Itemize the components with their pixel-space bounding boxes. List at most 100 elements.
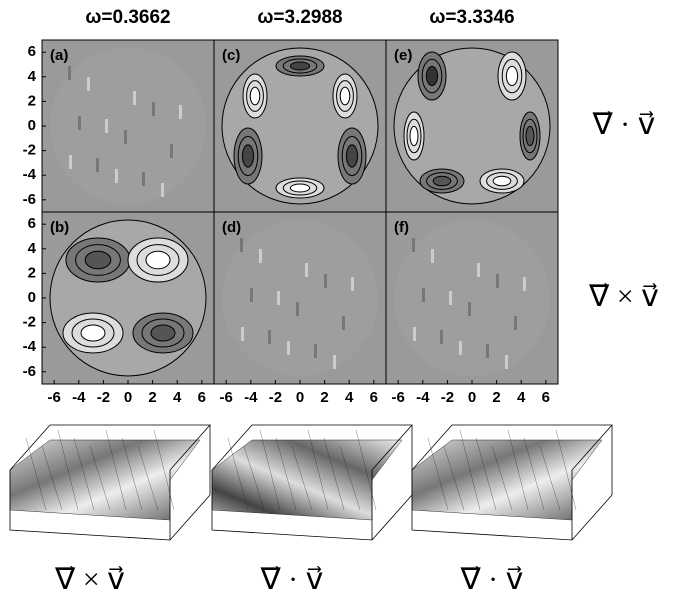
speckle [449, 291, 452, 305]
contour [426, 66, 437, 85]
speckle [496, 274, 499, 288]
speckle [170, 144, 173, 158]
y-tick-label: -2 [23, 142, 36, 159]
x-tick-label: 4 [173, 389, 182, 406]
speckle [277, 291, 280, 305]
surface-plot [412, 425, 612, 540]
speckle [505, 355, 508, 369]
x-tick-label: 6 [370, 389, 378, 406]
speckle [161, 183, 164, 197]
row-label: ∇⃗ · v⃗ [592, 108, 656, 141]
speckle [477, 263, 480, 277]
panel-label: (d) [222, 219, 241, 236]
row-label: ∇⃗ × v⃗ [588, 280, 659, 313]
speckle [69, 155, 72, 169]
box-edge [372, 495, 412, 540]
speckle [342, 316, 345, 330]
speckle [68, 66, 71, 80]
x-tick-label: -2 [441, 389, 454, 406]
y-tick-label: 2 [28, 264, 36, 281]
speckle [296, 302, 299, 316]
speckle [431, 249, 434, 263]
disk [394, 220, 550, 376]
y-tick-label: 2 [28, 92, 36, 109]
x-tick-label: 2 [320, 389, 328, 406]
surface [412, 440, 602, 520]
speckle [514, 316, 517, 330]
speckle [413, 327, 416, 341]
x-tick-label: 6 [198, 389, 206, 406]
figure: ω=0.3662ω=3.2988ω=3.3346(a)(b)(c)(d)(e)(… [0, 0, 689, 603]
contour [526, 126, 534, 145]
speckle [351, 277, 354, 291]
speckle [133, 91, 136, 105]
x-tick-label: -6 [48, 389, 61, 406]
panel-label: (b) [50, 219, 69, 236]
speckle [78, 116, 81, 130]
speckle [440, 330, 443, 344]
y-tick-label: 6 [28, 43, 36, 60]
x-tick-label: -2 [269, 389, 282, 406]
contour [290, 184, 309, 192]
speckle [422, 288, 425, 302]
y-tick-label: -4 [23, 166, 37, 183]
x-tick-label: -2 [97, 389, 110, 406]
contour [506, 66, 517, 85]
speckle [250, 288, 253, 302]
speckle [115, 169, 118, 183]
contour [242, 145, 253, 167]
y-tick-label: 6 [28, 215, 36, 232]
surface-plot [10, 425, 210, 540]
column-title: ω=3.3346 [429, 7, 514, 28]
surface-label: ∇⃗ × v⃗ [54, 563, 125, 596]
x-tick-label: -4 [72, 389, 86, 406]
x-tick-label: 0 [468, 389, 476, 406]
y-tick-label: -4 [23, 338, 37, 355]
contour [493, 176, 511, 186]
surface-plot [212, 425, 412, 540]
speckle [268, 330, 271, 344]
column-title: ω=3.2988 [257, 7, 342, 28]
x-tick-label: -4 [244, 389, 258, 406]
x-tick-label: -6 [220, 389, 233, 406]
speckle [259, 249, 262, 263]
speckle [412, 238, 415, 252]
x-tick-label: -4 [416, 389, 430, 406]
speckle [152, 102, 155, 116]
surface-label: ∇⃗ · v⃗ [460, 563, 524, 596]
x-tick-label: 6 [542, 389, 550, 406]
speckle [305, 263, 308, 277]
speckle [240, 238, 243, 252]
panel-label: (c) [222, 47, 240, 64]
speckle [287, 341, 290, 355]
y-tick-label: -6 [23, 191, 36, 208]
contour [85, 251, 111, 269]
speckle [179, 105, 182, 119]
speckle [241, 327, 244, 341]
speckle [468, 302, 471, 316]
speckle [523, 277, 526, 291]
panel-label: (f) [394, 219, 409, 236]
y-tick-label: 4 [28, 68, 37, 85]
speckle [314, 344, 317, 358]
contour [340, 87, 350, 105]
x-tick-label: 2 [148, 389, 156, 406]
y-tick-label: 0 [28, 117, 36, 134]
speckle [324, 274, 327, 288]
speckle [142, 172, 145, 186]
box-edge [170, 495, 210, 540]
y-tick-label: -6 [23, 363, 36, 380]
column-title: ω=0.3662 [85, 7, 170, 28]
surface-label: ∇⃗ · v⃗ [260, 563, 324, 596]
x-tick-label: -6 [392, 389, 405, 406]
speckle [459, 341, 462, 355]
surface [212, 440, 402, 520]
contour [290, 62, 309, 70]
y-tick-label: 4 [28, 240, 37, 257]
speckle [96, 158, 99, 172]
speckle [486, 344, 489, 358]
speckle [87, 77, 90, 91]
box-edge [572, 495, 612, 540]
contour [250, 87, 260, 105]
panel-label: (e) [394, 47, 412, 64]
